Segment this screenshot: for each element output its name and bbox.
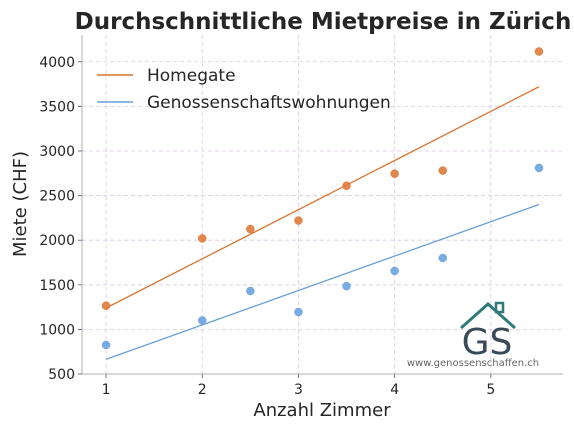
y-tick-label: 500 xyxy=(48,367,75,383)
y-tick-label: 4000 xyxy=(39,55,75,71)
trendline-genossenschaftswohnungen xyxy=(105,203,540,360)
data-point-homegate xyxy=(101,301,111,311)
data-point-genossenschaftswohnungen xyxy=(294,307,303,317)
legend-label-genossenschaftswohnungen: Genossenschaftswohnungen xyxy=(147,93,391,113)
y-tick-label: 2000 xyxy=(39,233,75,249)
axes xyxy=(78,35,563,378)
watermark-logo: GS www.genossenschaffen.ch xyxy=(407,301,539,369)
trendline-homegate xyxy=(105,86,540,309)
data-point-genossenschaftswohnungen xyxy=(101,340,111,350)
data-points xyxy=(101,47,544,350)
x-tick-label: 1 xyxy=(102,382,111,398)
logo-text: GS xyxy=(462,322,513,363)
x-axis-label: Anzahl Zimmer xyxy=(253,400,391,421)
x-tick-label: 4 xyxy=(390,382,399,398)
x-tick-label: 3 xyxy=(294,382,303,398)
logo-url: www.genossenschaffen.ch xyxy=(407,358,539,369)
house-roof-icon xyxy=(460,301,516,330)
data-point-homegate xyxy=(198,234,207,243)
data-point-genossenschaftswohnungen xyxy=(534,163,544,173)
x-tick-label: 2 xyxy=(198,382,207,398)
data-point-genossenschaftswohnungen xyxy=(246,286,255,296)
data-point-genossenschaftswohnungen xyxy=(438,253,447,263)
data-point-genossenschaftswohnungen xyxy=(198,316,207,325)
x-tick-label: 5 xyxy=(486,382,495,398)
data-point-homegate xyxy=(246,224,255,234)
y-tick-label: 1000 xyxy=(39,322,75,338)
data-point-homegate xyxy=(534,47,544,56)
chart-title: Durchschnittliche Mietpreise in Zürich xyxy=(75,9,572,35)
data-point-genossenschaftswohnungen xyxy=(390,266,399,276)
data-point-genossenschaftswohnungen xyxy=(342,281,351,291)
y-tick-label: 2500 xyxy=(39,189,75,205)
y-tick-label: 3000 xyxy=(39,144,75,160)
data-point-homegate xyxy=(342,181,351,191)
y-axis-label: Miete (CHF) xyxy=(10,151,31,257)
legend: Homegate Genossenschaftswohnungen xyxy=(97,66,391,113)
grid-layer xyxy=(82,35,563,374)
y-tick-label: 1500 xyxy=(39,278,75,294)
tick-labels: 1 2 3 4 5 500 1000 1500 2000 2500 3000 3500 4000 xyxy=(39,55,495,398)
data-point-homegate xyxy=(438,166,447,175)
data-point-homegate xyxy=(294,216,303,225)
y-tick-label: 3500 xyxy=(39,99,75,115)
legend-label-homegate: Homegate xyxy=(147,66,236,86)
data-point-homegate xyxy=(390,169,399,178)
house-chimney-icon xyxy=(494,301,505,314)
trendlines xyxy=(105,86,540,360)
